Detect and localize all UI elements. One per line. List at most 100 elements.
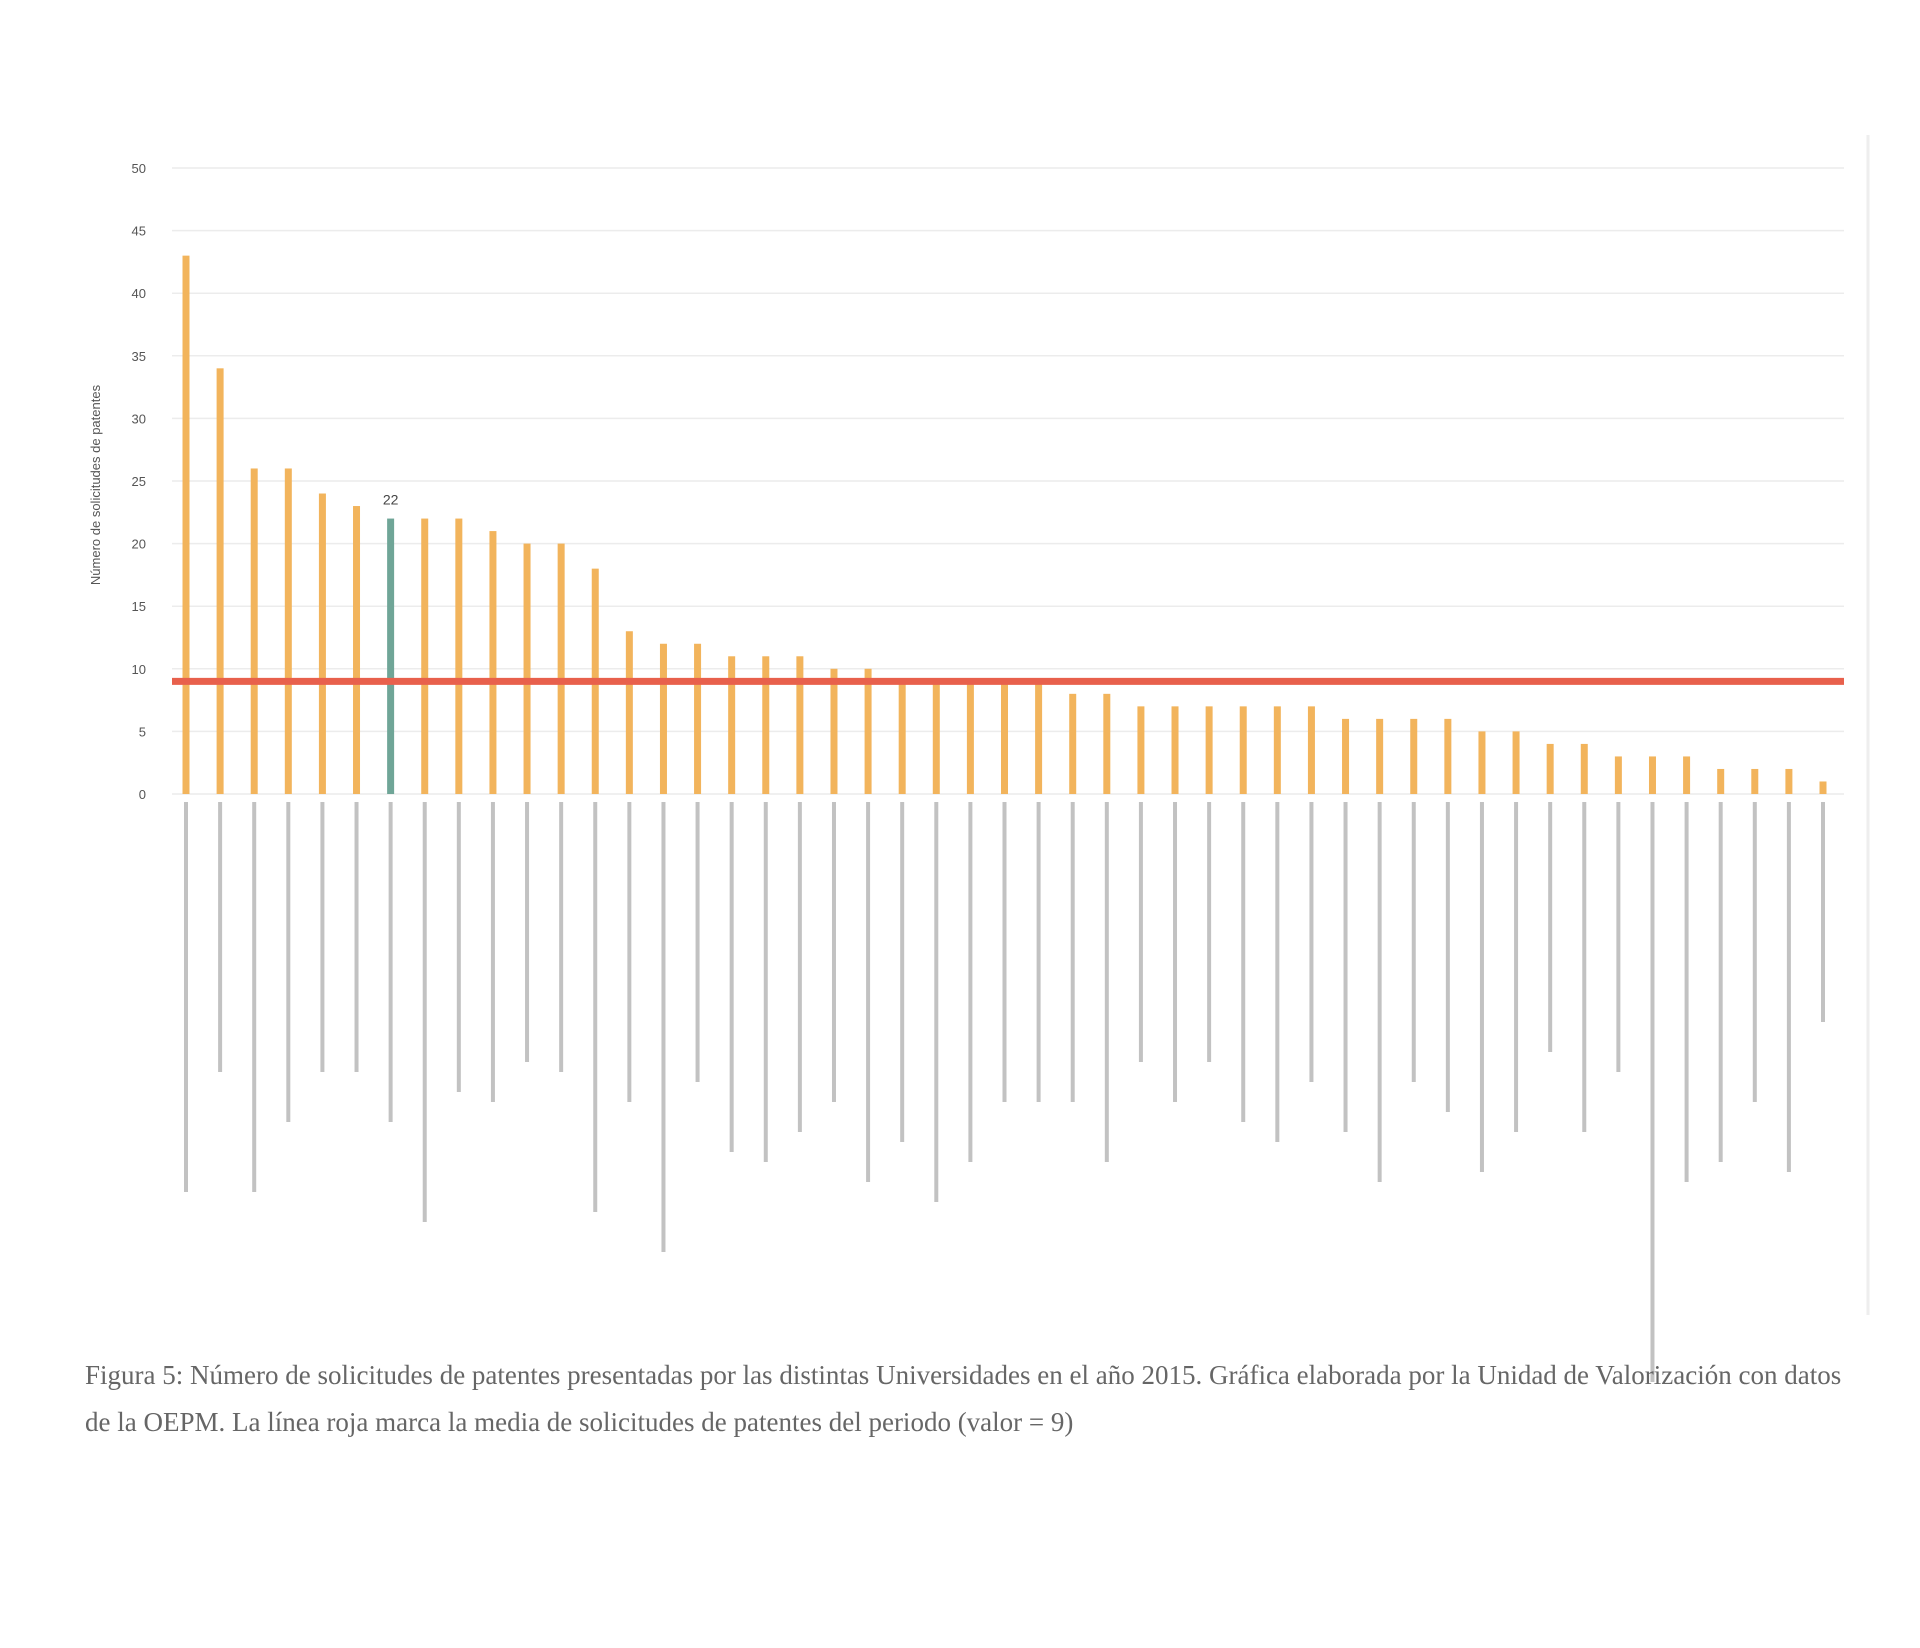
category-label-blur [1445, 802, 1450, 1112]
category-label-blur [1207, 802, 1212, 1062]
bar [421, 518, 429, 794]
bar [1103, 693, 1111, 794]
category-label-blur [763, 802, 768, 1162]
category-label-blur [1786, 802, 1791, 1172]
bar [1239, 706, 1247, 794]
bar [898, 681, 906, 794]
bar [1171, 706, 1179, 794]
category-label-blur [388, 802, 393, 1122]
category-label-blur [661, 802, 666, 1252]
bar [557, 543, 565, 794]
category-label-blur [1138, 802, 1143, 1062]
bar [250, 468, 258, 794]
category-label-blur [1616, 802, 1621, 1072]
y-tick-label: 25 [132, 474, 146, 489]
bar [932, 681, 940, 794]
category-label-blur [1309, 802, 1314, 1082]
bar [387, 518, 395, 794]
category-label-blur [1343, 802, 1348, 1132]
y-tick-label: 10 [132, 662, 146, 677]
category-label-blur [695, 802, 700, 1082]
bar [353, 506, 361, 794]
category-label-blur [1173, 802, 1178, 1102]
bar [1376, 718, 1384, 794]
category-label-blur [1104, 802, 1109, 1162]
y-tick-label: 5 [139, 724, 146, 739]
category-label-blur [1479, 802, 1484, 1172]
bar [762, 656, 770, 794]
category-label-blur [1752, 802, 1757, 1102]
category-label-blur [1070, 802, 1075, 1102]
bar [694, 643, 702, 794]
bar [1512, 731, 1520, 794]
bar [284, 468, 292, 794]
category-label-blur [1548, 802, 1553, 1052]
bar [1580, 743, 1588, 794]
category-label-blur [1582, 802, 1587, 1132]
category-label-blur [320, 802, 325, 1072]
category-label-blur [1718, 802, 1723, 1162]
category-label-blur [559, 802, 564, 1072]
bar [728, 656, 736, 794]
bar [1307, 706, 1315, 794]
category-label-blur [1036, 802, 1041, 1102]
bar [1648, 756, 1656, 794]
bar [659, 643, 667, 794]
bar [455, 518, 463, 794]
bar [796, 656, 804, 794]
bar [1546, 743, 1554, 794]
bar [830, 668, 838, 794]
bar [864, 668, 872, 794]
y-tick-label: 35 [132, 349, 146, 364]
category-label-blur [1684, 802, 1689, 1182]
category-label-blur [218, 802, 223, 1072]
bar [966, 681, 974, 794]
bar [1819, 781, 1827, 794]
bar [1683, 756, 1691, 794]
bar [1614, 756, 1622, 794]
category-label-blur [900, 802, 905, 1142]
y-tick-label: 45 [132, 224, 146, 239]
category-label-blur [1002, 802, 1007, 1102]
category-label-blur [1241, 802, 1246, 1122]
category-label-blur [968, 802, 973, 1162]
bar [1785, 768, 1793, 794]
y-axis-label: Número de solicitudes de patentes [88, 384, 103, 585]
y-tick-label: 50 [132, 161, 146, 176]
category-label-blur [456, 802, 461, 1092]
bar [1478, 731, 1486, 794]
data-label: 22 [383, 492, 399, 508]
y-tick-label: 0 [139, 787, 146, 802]
bar [1444, 718, 1452, 794]
bar [1410, 718, 1418, 794]
bar [182, 255, 190, 794]
category-label-blur [1377, 802, 1382, 1182]
bar [523, 543, 531, 794]
category-label-blur [286, 802, 291, 1122]
category-label-blur [1275, 802, 1280, 1142]
y-tick-label: 30 [132, 411, 146, 426]
category-label-blur [490, 802, 495, 1102]
category-label-blur [797, 802, 802, 1132]
bar [216, 368, 224, 794]
bar [1205, 706, 1213, 794]
bar [1137, 706, 1145, 794]
bar [625, 631, 633, 794]
category-label-blur [184, 802, 188, 1192]
category-label-blur [1821, 802, 1825, 1022]
caption: Figura 5: Número de solicitudes de paten… [85, 1360, 1842, 1437]
category-label-blur [422, 802, 427, 1222]
category-label-blur [831, 802, 836, 1102]
y-tick-label: 20 [132, 537, 146, 552]
bar [1717, 768, 1725, 794]
category-label-blur [1514, 802, 1519, 1132]
category-label-blur [252, 802, 257, 1192]
bar [1751, 768, 1759, 794]
category-label-blur [627, 802, 632, 1102]
bar [1035, 681, 1043, 794]
category-label-blur [354, 802, 359, 1072]
bar [1342, 718, 1350, 794]
bar [1001, 681, 1008, 794]
